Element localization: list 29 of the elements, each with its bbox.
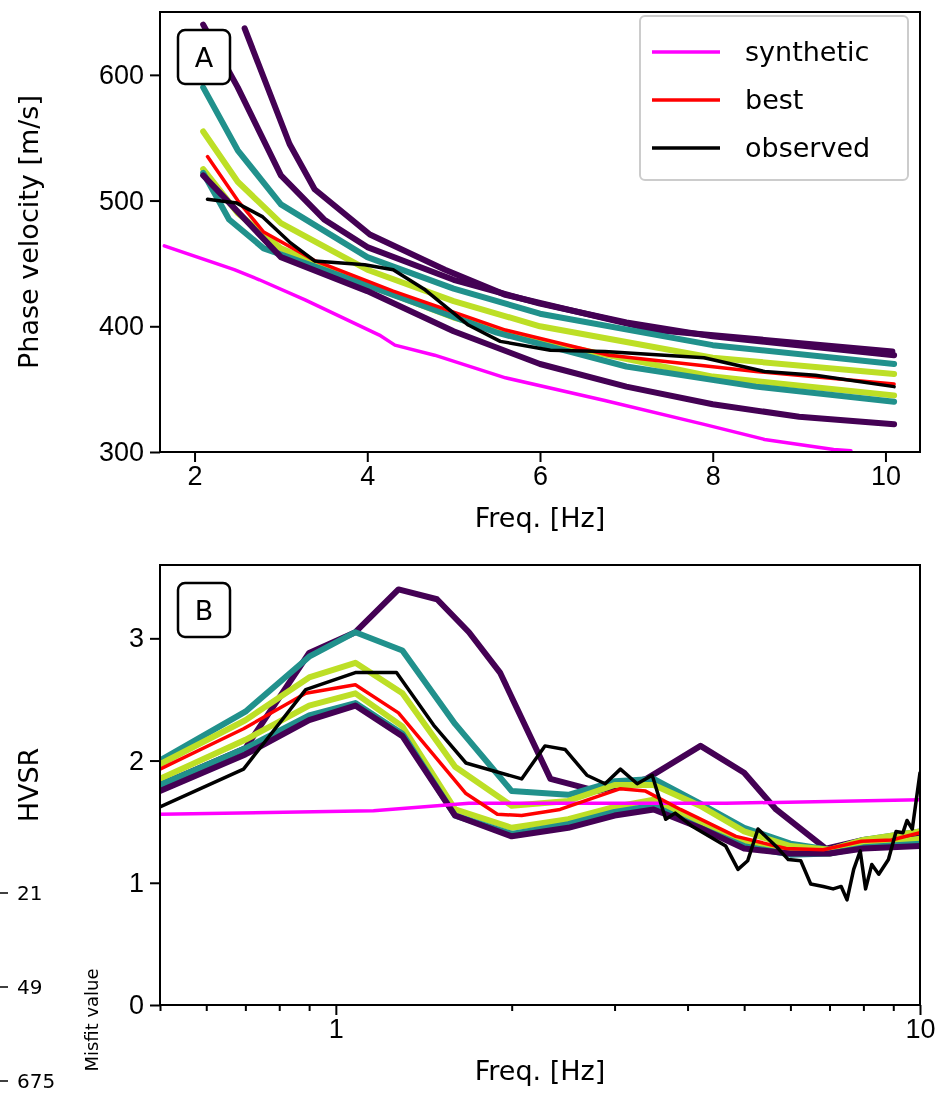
y-axis-title: Phase velocity [m/s] bbox=[13, 95, 44, 369]
x-tick-label: 6 bbox=[532, 461, 549, 492]
y-tick-label: 0 bbox=[128, 990, 144, 1021]
y-tick-label: 3 bbox=[128, 623, 144, 654]
legend-label: synthetic bbox=[745, 36, 870, 68]
x-tick-label: 4 bbox=[360, 461, 376, 492]
text: 49 bbox=[17, 975, 43, 999]
x-tick-label: 10 bbox=[905, 1014, 936, 1045]
y-tick-label: 400 bbox=[98, 311, 144, 342]
legend-label: best bbox=[745, 84, 804, 116]
y-tick-label: 300 bbox=[98, 437, 144, 468]
text: 21 bbox=[17, 881, 43, 905]
x-axis-title: Freq. [Hz] bbox=[474, 502, 606, 533]
x-tick-label: 2 bbox=[187, 461, 203, 492]
annotation: B bbox=[194, 595, 214, 626]
y-tick-label: 600 bbox=[98, 60, 144, 90]
y-axis-title: HVSR bbox=[13, 747, 44, 823]
x-axis-title: Freq. [Hz] bbox=[474, 1055, 606, 1086]
annotation: A bbox=[194, 42, 214, 73]
x-tick-label: 8 bbox=[705, 461, 721, 492]
y-tick-label: 500 bbox=[98, 185, 144, 216]
x-tick-label: 10 bbox=[870, 461, 901, 492]
text: Misfit value bbox=[81, 968, 102, 1072]
panel-label: B bbox=[176, 581, 232, 639]
y-tick-label: 2 bbox=[128, 745, 144, 776]
panel-label: A bbox=[176, 28, 232, 86]
text: 675 bbox=[17, 1069, 56, 1093]
legend-label: observed bbox=[745, 132, 871, 164]
y-tick-label: 1 bbox=[128, 867, 144, 898]
